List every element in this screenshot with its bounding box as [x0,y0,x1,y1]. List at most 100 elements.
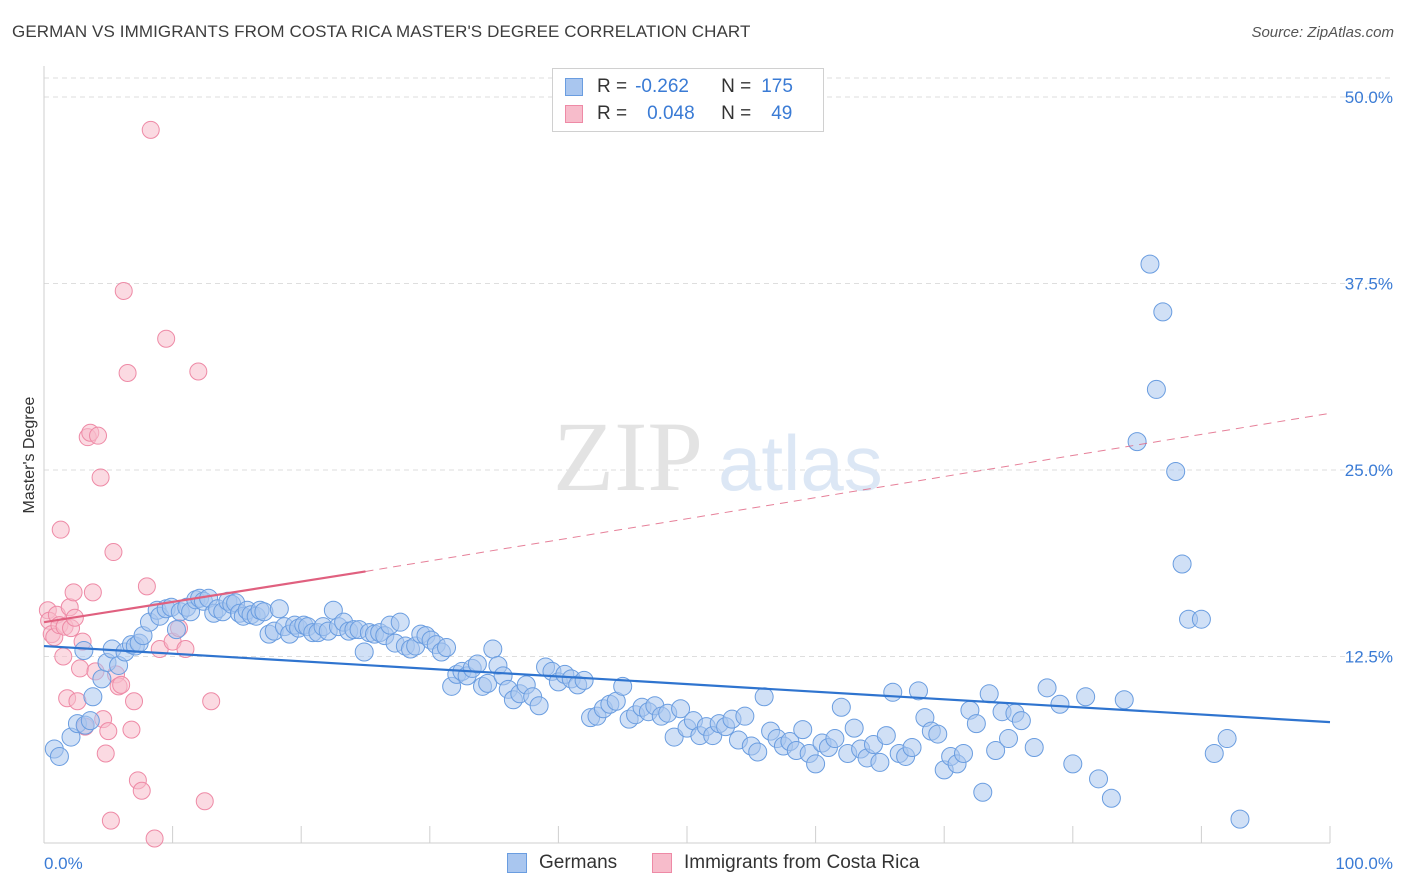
german-point [49,746,69,766]
costa-rica-point [125,692,144,711]
german-point [1191,609,1211,629]
german-point [966,714,986,734]
costa-rica-point [114,281,133,300]
german-point [269,599,289,619]
source-label: Source: ZipAtlas.com [1251,24,1394,41]
costa-rica-point [118,364,137,383]
german-point [1166,461,1186,481]
german-point [1089,769,1109,789]
germans-points [44,254,1250,829]
german-point [166,620,186,640]
costa-rica-point [96,744,115,763]
german-point [979,684,999,704]
watermark-atlas: atlas [718,419,883,507]
y-tick-label: 50.0% [1345,88,1393,107]
x-tick-label: 0.0% [44,854,83,873]
axis-labels: 12.5% 25.0% 37.5% 50.0% 0.0% 100.0% Master's D… [21,88,1393,873]
german-point [390,612,410,632]
german-point [574,670,594,690]
german-point [1114,690,1134,710]
german-point [735,706,755,726]
costa-rica-point [157,329,176,348]
german-point [437,638,457,658]
correlation-legend: R = -0.262 N = 175 R = 0.048 N = 49 [552,68,824,132]
legend-row-germans: R = -0.262 N = 175 [565,75,793,99]
costa-rica-trend-extension [365,412,1331,572]
series-legend-germans: Germans [507,852,617,874]
german-point [1230,809,1250,829]
legend-r-label: R = [597,103,628,124]
german-point [1217,729,1237,749]
german-point [1050,694,1070,714]
german-point [80,711,100,731]
series-legend: Germans Immigrants from Costa Rica [0,852,1406,878]
german-point [354,642,374,662]
german-point [928,724,948,744]
costa-rica-point [202,692,221,711]
costa-rica-point [189,362,208,381]
costa-rica-point [99,722,118,741]
german-point [483,639,503,659]
german-point [825,729,845,749]
german-point [806,754,826,774]
german-point [844,718,864,738]
series-swatch-costa-rica [652,853,672,873]
costa-rica-point [68,692,87,711]
y-tick-label: 25.0% [1345,461,1393,480]
german-point [74,641,94,661]
german-point [1153,302,1173,322]
german-point [902,738,922,758]
german-point [1127,432,1147,452]
chart-title: GERMAN VS IMMIGRANTS FROM COSTA RICA MAS… [12,22,751,41]
german-point [1011,711,1031,731]
german-point [953,743,973,763]
series-swatch-germans [507,853,527,873]
watermark-zip: ZIP [553,401,703,512]
legend-r-value: 0.048 [647,103,695,124]
german-point [999,729,1018,749]
legend-n-label: N = [721,76,752,97]
costa-rica-point [101,811,120,830]
costa-rica-point [112,675,131,694]
costa-rica-point [132,781,151,800]
legend-n-value: 175 [761,76,793,97]
german-point [254,602,274,622]
costa-rica-point [122,720,141,739]
watermark: ZIP atlas [553,401,883,512]
grid-lines [44,77,1392,657]
german-point [831,697,851,717]
german-point [467,654,487,674]
german-point [478,673,498,693]
german-point [754,687,774,707]
german-point [529,696,549,716]
costa-rica-point [195,792,214,811]
german-point [1146,379,1166,399]
german-point [1140,254,1160,274]
german-point [908,681,928,701]
series-legend-costa-rica: Immigrants from Costa Rica [652,852,919,874]
costa-rica-point [51,520,70,539]
german-point [1063,754,1083,774]
legend-row-costa-rica: R = 0.048 N = 49 [565,102,792,126]
german-point [883,682,903,702]
costa-rica-point [91,468,110,487]
german-point [748,742,768,762]
german-point [973,782,993,802]
german-point [1172,554,1192,574]
legend-n-value: 49 [771,103,793,124]
german-point [1204,743,1224,763]
german-point [793,720,813,740]
german-point [92,669,112,689]
german-point [1037,678,1057,698]
costa-rica-point [104,543,123,562]
x-tick-label: 100.0% [1335,854,1393,873]
y-tick-label: 12.5% [1345,648,1393,667]
legend-n-label: N = [721,103,752,124]
german-point [1101,788,1121,808]
y-tick-label: 37.5% [1345,275,1393,294]
costa-rica-point [137,577,156,596]
germans-trend-line [43,644,1331,724]
costa-rica-point [83,583,102,602]
german-point [671,699,691,719]
axes [43,66,1331,844]
